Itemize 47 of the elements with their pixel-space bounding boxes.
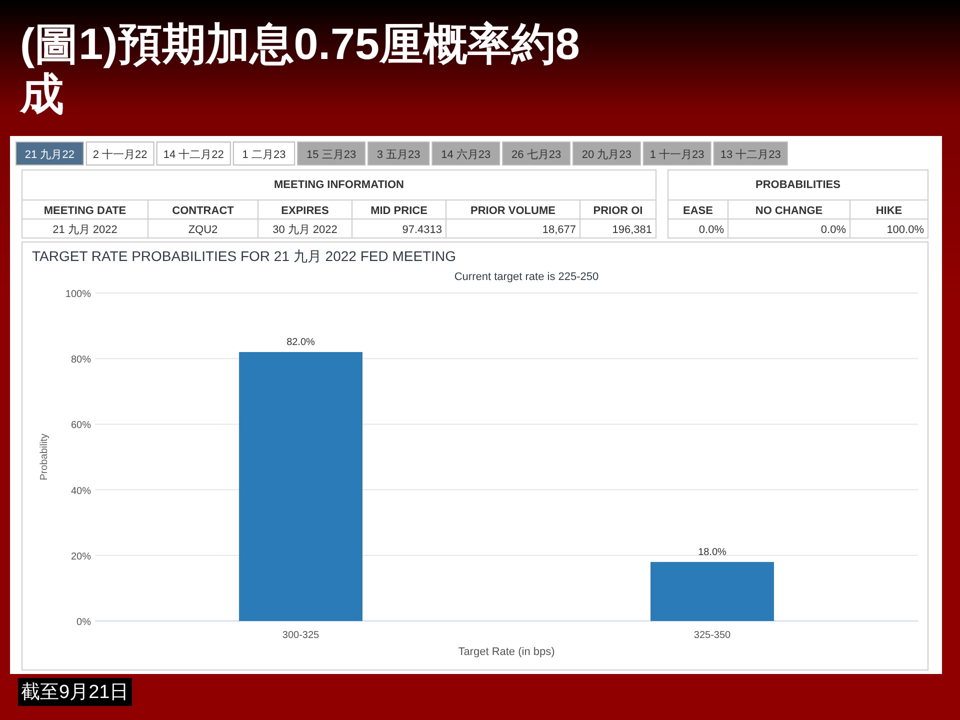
text: NO CHANGE <box>755 205 823 217</box>
y-tick-label: 80% <box>70 354 92 366</box>
text: (圖1)預期加息0.75厘概率約8成 <box>20 20 581 120</box>
text: 30 九月 2022 <box>272 223 338 236</box>
y-tick-label: 20% <box>70 551 92 562</box>
y-tick-label: 60% <box>70 420 92 432</box>
data-label: 82.0% <box>286 337 316 348</box>
text: 1 二月23 <box>242 149 286 161</box>
chart-title: TARGET RATE PROBABILITIES FOR 21 九月 2022 FED MEETING <box>32 248 456 264</box>
text: 97.4313 <box>402 224 442 236</box>
text: 14 十二月22 <box>163 148 224 161</box>
y-tick-label: 40% <box>70 486 92 497</box>
text: EASE <box>683 205 713 217</box>
text: 21 九月 2022 <box>52 223 118 236</box>
x-tick-label: 325-350 <box>694 630 732 641</box>
text: 15 三月23 <box>306 149 356 161</box>
text: 26 七月23 <box>512 148 562 161</box>
x-tick-label: 300-325 <box>282 630 320 641</box>
text: PRIOR VOLUME <box>470 205 556 217</box>
text: 截至9月21日 <box>18 678 132 706</box>
text: 14 六月23 <box>441 148 491 161</box>
text: 3 五月23 <box>376 149 420 161</box>
text: 1 十一月23 <box>650 148 704 161</box>
text: MID PRICE <box>370 205 428 217</box>
text: 196,381 <box>612 224 652 236</box>
text: 18,677 <box>542 224 576 236</box>
chart-subtitle: Current target rate is 225-250 <box>454 271 599 283</box>
text: EXPIRES <box>281 205 329 217</box>
text: MEETING INFORMATION <box>274 179 404 191</box>
text: 100.0% <box>886 224 924 236</box>
text: 13 十二月23 <box>720 148 781 161</box>
y-tick-label: 0% <box>76 617 92 628</box>
text: 0.0% <box>698 224 724 236</box>
text: 0.0% <box>820 224 846 236</box>
text: PROBABILITIES <box>756 179 840 191</box>
y-tick-label: 100% <box>65 289 92 300</box>
text: CONTRACT <box>172 205 234 217</box>
text: MEETING DATE <box>44 205 126 217</box>
x-axis-title: Target Rate (in bps) <box>458 646 555 658</box>
text: PRIOR OI <box>593 205 643 217</box>
text: HIKE <box>876 205 902 217</box>
y-axis-title: Probability <box>39 434 50 480</box>
text: 20 九月23 <box>582 148 632 161</box>
data-label: 18.0% <box>698 546 727 558</box>
text: ZQU2 <box>188 224 218 236</box>
text: 2 十一月22 <box>92 148 148 161</box>
text: 21 九月22 <box>24 148 74 161</box>
